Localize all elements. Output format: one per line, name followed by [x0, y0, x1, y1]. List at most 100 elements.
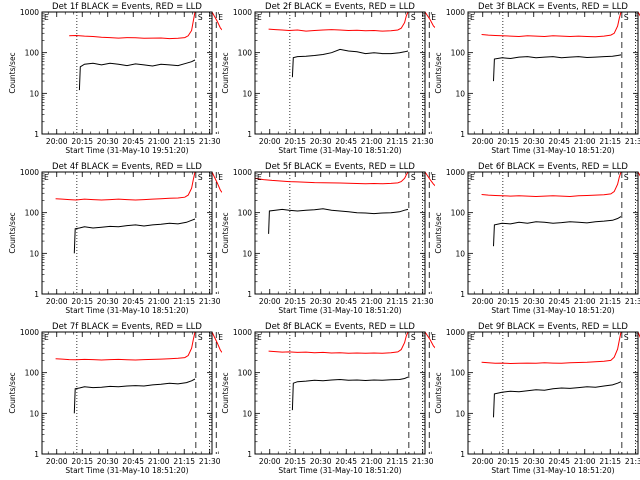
y-tick-label: 1000	[233, 328, 252, 337]
x-tick-label: 21:00	[574, 137, 596, 146]
y-tick-label: 100	[25, 209, 40, 218]
x-tick-label: 20:15	[284, 137, 306, 146]
marker-label-e: E	[218, 333, 223, 342]
series-lld-line	[481, 11, 640, 38]
x-tick-label: 20:15	[497, 137, 519, 146]
plot-frame	[467, 171, 639, 295]
x-tick-label: 21:15	[386, 137, 408, 146]
y-tick-label: 10	[455, 89, 465, 98]
x-tick-label: 20:00	[472, 297, 494, 306]
x-tick-label: 21:30	[625, 137, 640, 146]
detector-panel-1: Det 1f BLACK = Events, RED = LLD 1 10 100 10…	[8, 2, 223, 155]
plot-frame	[254, 171, 426, 295]
panel-title: Det 1f BLACK = Events, RED = LLD	[52, 2, 202, 12]
y-tick-label: 10	[242, 89, 252, 98]
x-tick-label: 20:45	[122, 297, 144, 306]
x-tick-label: 21:30	[412, 457, 434, 466]
marker-label-s: S	[198, 333, 203, 342]
x-tick-label: 20:45	[335, 297, 357, 306]
x-axis-label: Start Time (31-May-10 18:51:20)	[278, 306, 401, 315]
x-tick-label: 20:30	[310, 137, 332, 146]
y-tick-label: 1	[34, 290, 39, 299]
y-tick-label: 1	[460, 450, 465, 459]
y-tick-label: 100	[451, 49, 466, 58]
detector-panel-9: Det 9f BLACK = Events, RED = LLD 1 10 100 10…	[434, 322, 640, 475]
y-axis-label: Counts/sec	[8, 372, 17, 413]
x-axis-label: Start Time (31-May-10 18:51:20)	[491, 146, 614, 155]
marker-label-s: S	[411, 333, 416, 342]
x-tick-label: 20:00	[46, 297, 68, 306]
y-tick-label: 1000	[446, 8, 465, 17]
x-tick-label: 20:15	[284, 297, 306, 306]
x-tick-label: 21:15	[173, 137, 195, 146]
series-events-line	[493, 216, 622, 247]
detector-panel-3: Det 3f BLACK = Events, RED = LLD 1 10 100 10…	[434, 2, 640, 155]
x-axis-label: Start Time (31-May-10 18:51:20)	[278, 146, 401, 155]
x-tick-label: 20:00	[46, 137, 68, 146]
x-tick-label: 20:00	[472, 137, 494, 146]
y-tick-label: 1	[247, 290, 252, 299]
y-axis-label: Counts/sec	[434, 52, 443, 93]
x-tick-label: 21:00	[148, 297, 170, 306]
marker-label-s: S	[198, 173, 203, 182]
x-tick-label: 20:00	[259, 297, 281, 306]
y-tick-label: 1000	[20, 328, 39, 337]
x-tick-label: 20:30	[97, 297, 119, 306]
marker-label-s: S	[624, 333, 629, 342]
x-tick-label: 20:15	[284, 457, 306, 466]
detector-panel-7: Det 7f BLACK = Events, RED = LLD 1 10 100 10…	[8, 322, 223, 475]
plot-frame	[467, 11, 639, 135]
series-lld-line	[481, 171, 640, 198]
x-tick-label: 20:15	[497, 457, 519, 466]
x-tick-label: 21:00	[361, 137, 383, 146]
marker-start-label: E	[470, 333, 475, 342]
x-axis-label: Start Time (31-May-10 18:51:20)	[491, 306, 614, 315]
x-tick-label: 21:00	[148, 457, 170, 466]
x-tick-label: 20:45	[548, 297, 570, 306]
plot-frame	[254, 11, 426, 135]
series-events-line	[73, 378, 196, 414]
x-tick-label: 21:30	[199, 297, 221, 306]
x-tick-label: 20:30	[97, 457, 119, 466]
y-tick-label: 1	[460, 130, 465, 139]
y-axis-label: Counts/sec	[8, 212, 17, 253]
marker-start-label: E	[44, 333, 49, 342]
y-tick-label: 10	[455, 409, 465, 418]
marker-start-label: E	[257, 173, 262, 182]
x-tick-label: 21:00	[361, 297, 383, 306]
y-tick-label: 10	[29, 409, 39, 418]
x-axis-label: Start Time (31-May-10 18:51:20)	[65, 466, 188, 475]
x-tick-label: 20:45	[548, 457, 570, 466]
panel-title: Det 8f BLACK = Events, RED = LLD	[265, 322, 415, 332]
x-tick-label: 20:30	[310, 457, 332, 466]
panel-title: Det 3f BLACK = Events, RED = LLD	[478, 2, 628, 12]
x-tick-label: 20:45	[548, 137, 570, 146]
x-tick-label: 20:45	[335, 457, 357, 466]
y-tick-label: 1	[460, 290, 465, 299]
plot-frame	[41, 171, 213, 295]
y-tick-label: 1000	[20, 8, 39, 17]
y-tick-label: 1	[247, 130, 252, 139]
y-tick-label: 100	[238, 209, 253, 218]
series-events-line	[493, 381, 622, 418]
x-tick-label: 21:15	[173, 457, 195, 466]
y-axis-label: Counts/sec	[8, 52, 17, 93]
y-tick-label: 100	[25, 369, 40, 378]
y-tick-label: 100	[451, 209, 466, 218]
marker-start-label: E	[257, 333, 262, 342]
x-tick-label: 21:00	[574, 457, 596, 466]
x-tick-label: 20:30	[523, 457, 545, 466]
x-tick-label: 20:45	[122, 137, 144, 146]
y-tick-label: 100	[451, 369, 466, 378]
marker-label-e: E	[218, 13, 223, 22]
panel-title: Det 9f BLACK = Events, RED = LLD	[478, 322, 628, 332]
y-tick-label: 10	[242, 249, 252, 258]
x-axis-label: Start Time (31-May-10 18:51:20)	[65, 306, 188, 315]
x-tick-label: 20:15	[71, 297, 93, 306]
series-events-line	[78, 59, 196, 91]
marker-label-e: E	[431, 333, 436, 342]
y-tick-label: 10	[455, 249, 465, 258]
x-axis-label: Start Time (31-May-10 19:51:20)	[65, 146, 188, 155]
series-events-line	[291, 48, 409, 78]
